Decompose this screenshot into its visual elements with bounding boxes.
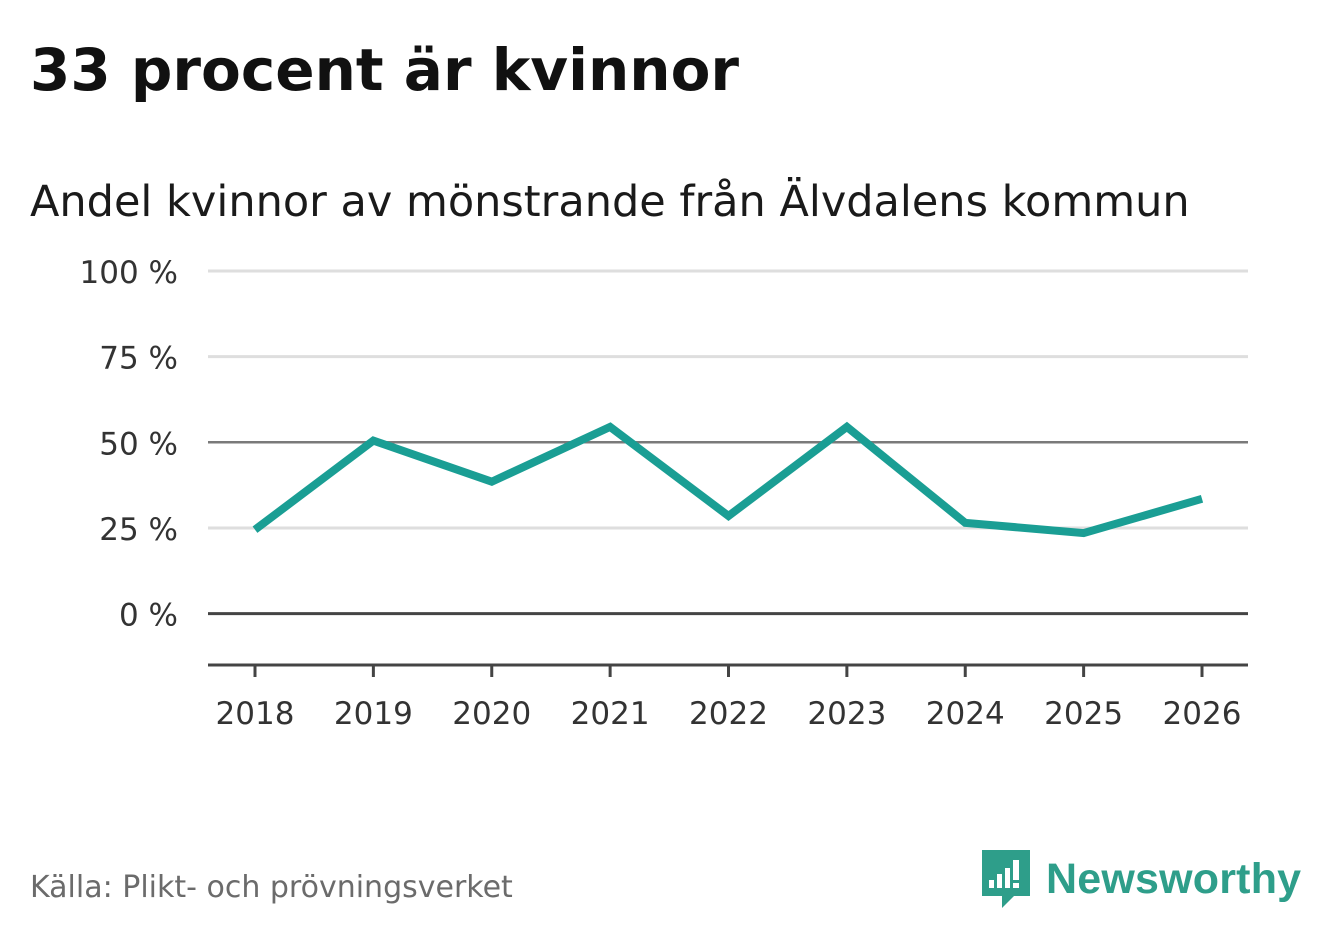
x-tick-label: 2026 (1163, 696, 1242, 732)
x-tick-label: 2022 (689, 696, 768, 732)
x-tick-label: 2018 (216, 696, 295, 732)
x-tick-label: 2025 (1044, 696, 1123, 732)
x-axis: 2018 2019 2020 2021 2022 2023 2024 2025 2026 (208, 663, 1248, 732)
x-tick-label: 2020 (452, 696, 531, 732)
x-tick-label: 2021 (571, 696, 650, 732)
line-chart: 0 % 25 % 50 % 75 % 100 % 2018 2019 2020 2021 202… (80, 255, 1248, 732)
y-tick-label: 0 % (119, 598, 178, 634)
chart-title: 33 procent är kvinnor (30, 36, 740, 104)
y-tick-label: 100 % (80, 255, 178, 291)
y-tick-label: 75 % (99, 341, 178, 377)
series-line-0 (252, 421, 1204, 538)
brand-logo: Newsworthy (980, 848, 1301, 910)
x-tick-label: 2024 (926, 696, 1005, 732)
newsworthy-logo-icon (982, 850, 1030, 908)
gridlines (208, 269, 1248, 616)
y-tick-label: 25 % (99, 512, 178, 548)
y-axis-ticks: 0 % 25 % 50 % 75 % 100 % (80, 255, 178, 634)
source-note: Källa: Plikt- och prövningsverket (30, 870, 513, 905)
series-lines (252, 421, 1204, 538)
x-tick-label: 2019 (334, 696, 413, 732)
chart-subtitle: Andel kvinnor av mönstrande från Älvdale… (30, 177, 1190, 227)
brand-name: Newsworthy (1046, 855, 1302, 903)
x-tick-label: 2023 (807, 696, 886, 732)
y-tick-label: 50 % (99, 426, 178, 462)
